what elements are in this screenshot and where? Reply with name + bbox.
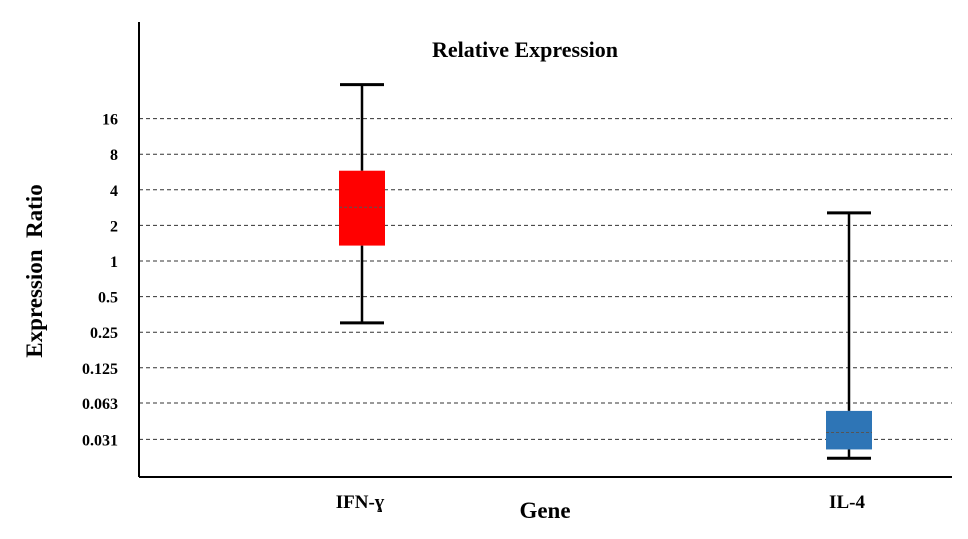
y-tick-label: 8 <box>110 147 118 164</box>
y-axis-title: Expression Ratio <box>22 184 47 357</box>
box-series <box>339 83 872 460</box>
y-tick-label: 0.5 <box>98 290 118 307</box>
y-tick-label: 0.125 <box>82 361 118 378</box>
grid-lines <box>139 118 952 440</box>
y-tick-labels: 0.031 0.063 0.125 0.25 0.5 1 2 4 8 16 <box>82 112 118 450</box>
y-tick-label: 1 <box>110 254 118 271</box>
box-rect <box>339 170 385 246</box>
box-rect <box>826 410 872 450</box>
y-tick-label: 2 <box>110 218 118 235</box>
chart-title: Relative Expression <box>432 37 618 62</box>
y-tick-label: 0.063 <box>82 396 118 413</box>
y-tick-label: 16 <box>102 112 118 129</box>
box-1 <box>826 211 872 460</box>
y-tick-label: 0.031 <box>82 432 118 449</box>
x-axis-title: Gene <box>519 498 570 523</box>
y-tick-label: 4 <box>110 183 118 200</box>
x-tick-label: IFN-ɣ <box>336 492 385 513</box>
box-0 <box>339 83 385 325</box>
y-tick-label: 0.25 <box>90 325 118 342</box>
x-tick-label: IL-4 <box>829 492 865 513</box>
x-tick-labels: IFN-ɣ IL-4 <box>336 492 866 513</box>
